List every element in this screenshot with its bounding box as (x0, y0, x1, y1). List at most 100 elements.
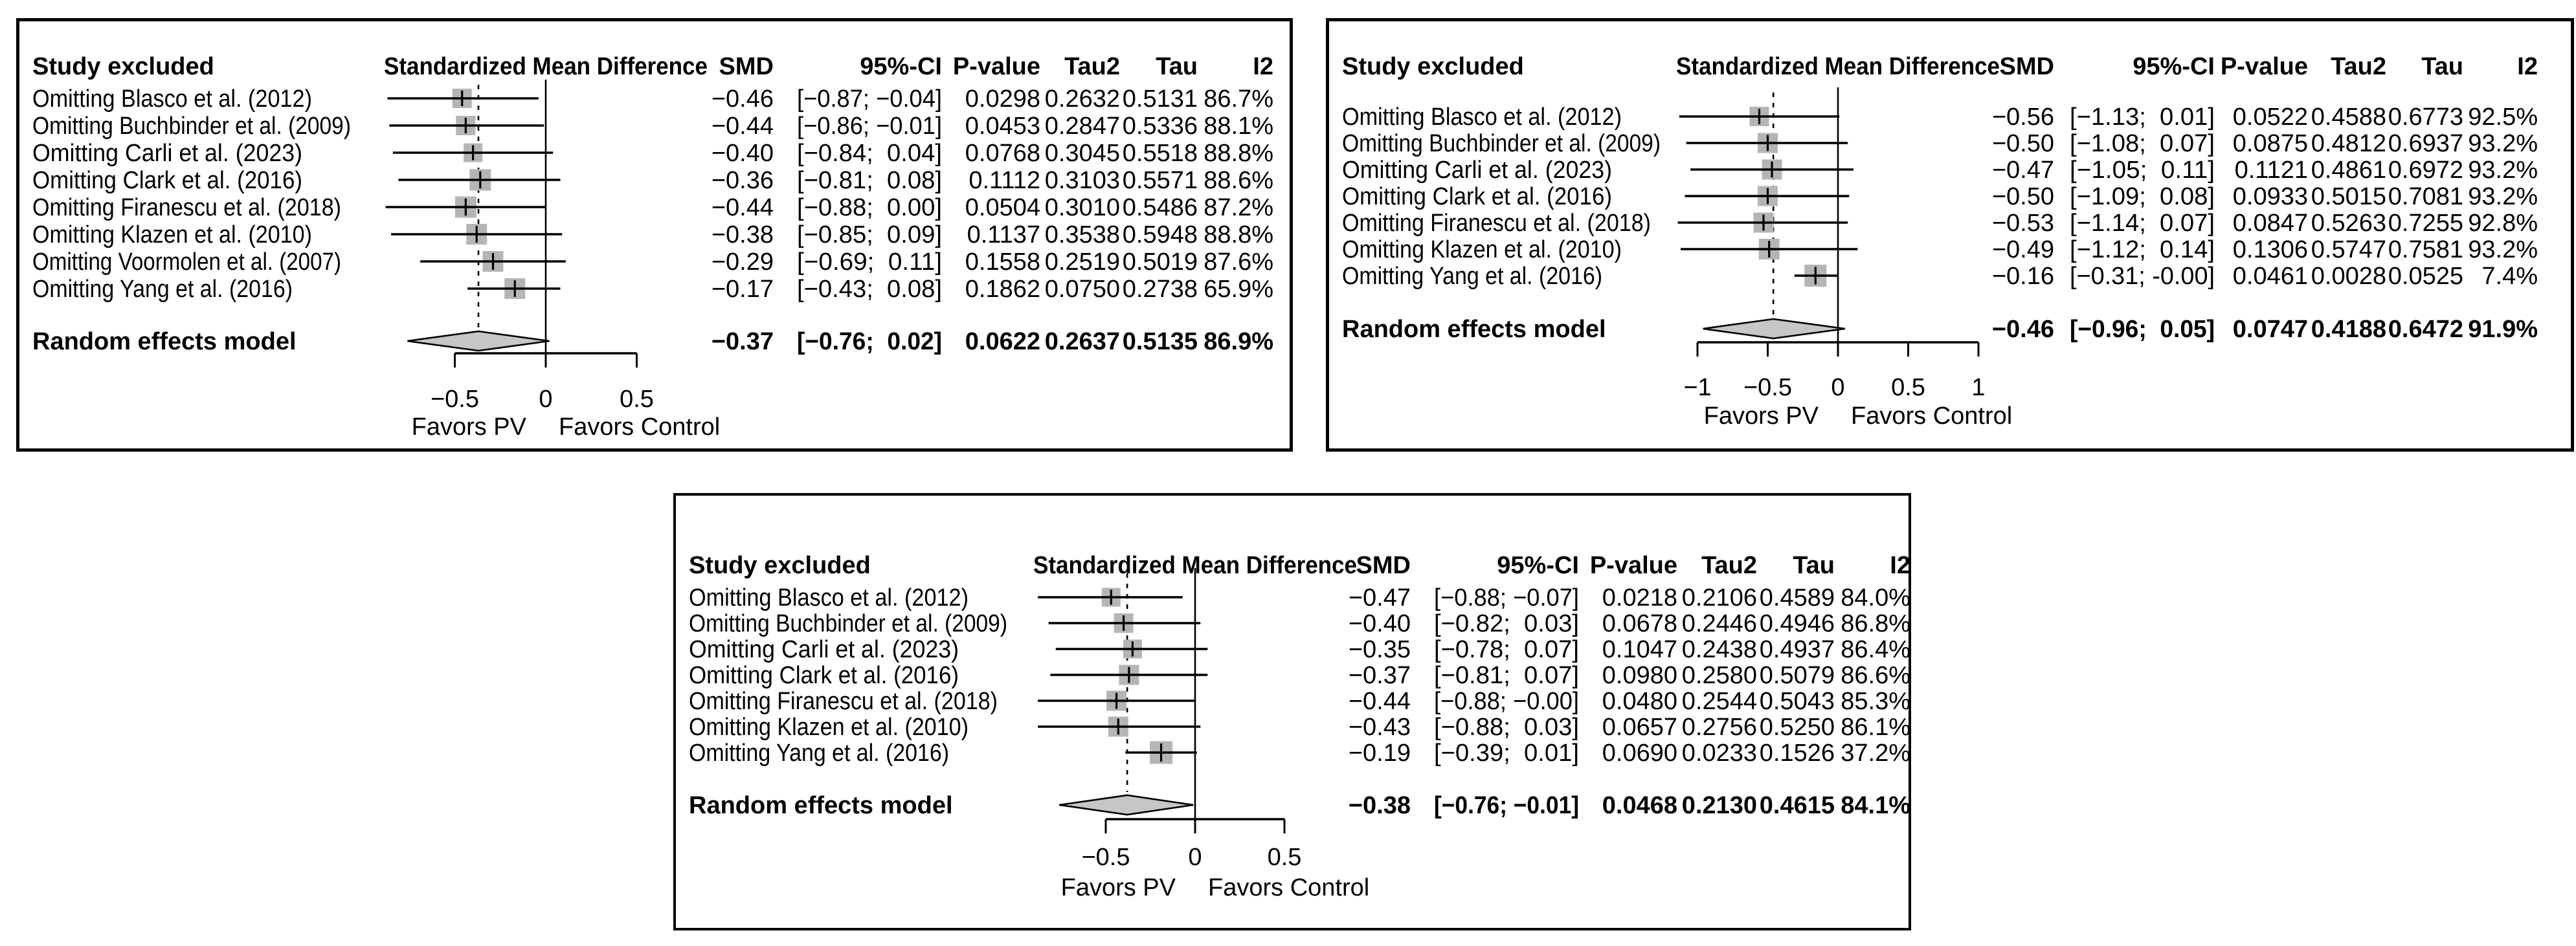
ci-value: [−0.81; 0.07] (1434, 662, 1579, 689)
summary-diamond (407, 330, 550, 352)
summary-ci-value: [−0.96; 0.05] (2070, 316, 2215, 343)
i2-value: 93.2% (2468, 183, 2538, 210)
pvalue-value: 0.0678 (1602, 610, 1677, 637)
summary-smd-value: −0.38 (1349, 792, 1411, 819)
ci-value: [−1.08; 0.07] (2070, 130, 2215, 157)
tau-value: 0.5131 (1123, 85, 1198, 113)
tau-value: 0.5336 (1123, 113, 1198, 140)
forest-plot-svg: Study excluded Standardized Mean Differen… (1342, 53, 2538, 430)
forest-plot-svg: Study excluded Standardized Mean Differen… (32, 53, 1273, 441)
summary-ci-value: [−0.76; 0.02] (797, 328, 942, 355)
tau2-value: 0.4588 (2311, 104, 2386, 131)
i2-value: 84.0% (1841, 584, 1909, 611)
tau-value: 0.7081 (2388, 183, 2463, 210)
pvalue-value: 0.0504 (965, 194, 1040, 221)
i2-value: 92.5% (2468, 104, 2538, 131)
summary-smd-value: −0.37 (711, 328, 774, 355)
i2-value: 86.7% (1204, 85, 1273, 113)
summary-smd-value: −0.46 (1992, 316, 2054, 343)
ci-value: [−0.86; −0.01] (797, 113, 942, 140)
smd-value: −0.44 (1349, 688, 1411, 715)
tau-value: 0.5250 (1760, 714, 1835, 741)
smd-value: −0.46 (711, 85, 774, 113)
pvalue-value: 0.1558 (965, 248, 1040, 276)
ci-value: [−1.09; 0.08] (2070, 183, 2215, 210)
tau-value: 0.6937 (2388, 130, 2463, 157)
axis-tick-label: −0.5 (1743, 374, 1792, 401)
ci-value: [−0.31; -0.00] (2070, 263, 2215, 290)
study-label: Omitting Klazen et al. (2010) (1342, 236, 1622, 263)
favors-right-label: Favors Control (559, 413, 720, 441)
axis-tick-label: 0 (1188, 844, 1202, 871)
i2-value: 88.8% (1204, 140, 1273, 167)
tau2-value: 0.0750 (1045, 276, 1120, 303)
axis-tick-label: −0.5 (1081, 844, 1130, 871)
tau-value: 0.5043 (1760, 688, 1835, 715)
pvalue-value: 0.1862 (965, 276, 1040, 303)
tau-value: 0.5019 (1123, 248, 1198, 276)
axis-tick-label: 0.5 (1268, 844, 1302, 871)
pvalue-value: 0.1121 (2235, 157, 2308, 184)
i2-value: 88.6% (1204, 167, 1273, 194)
tau2-value: 0.0028 (2311, 263, 2386, 290)
ci-value: [−0.85; 0.09] (797, 221, 942, 248)
ci-value: [−0.88; 0.00] (797, 194, 942, 221)
pvalue-value: 0.1137 (967, 221, 1040, 248)
column-header-plot: Standardized Mean Difference (384, 53, 708, 80)
tau2-value: 0.2847 (1045, 113, 1120, 140)
study-label: Omitting Yang et al. (2016) (1342, 263, 1602, 290)
column-header-plot: Standardized Mean Difference (1676, 53, 2000, 80)
study-label: Omitting Voormolen et al. (2007) (32, 248, 341, 276)
smd-value: −0.49 (1992, 236, 2054, 263)
favors-left-label: Favors PV (1704, 402, 1819, 430)
smd-value: −0.47 (1349, 584, 1411, 611)
tau2-value: 0.2106 (1682, 584, 1757, 611)
smd-value: −0.40 (711, 140, 774, 167)
tau2-value: 0.2544 (1682, 688, 1757, 715)
i2-value: 65.9% (1204, 276, 1273, 303)
column-header-tau2: Tau2 (2331, 53, 2386, 80)
i2-value: 88.1% (1204, 113, 1273, 140)
summary-tau2-value: 0.4188 (2311, 316, 2386, 343)
ci-value: [−1.12; 0.14] (2070, 236, 2215, 263)
summary-label: Random effects model (32, 328, 297, 355)
axis-tick-label: 0.5 (1891, 374, 1925, 401)
axis-tick-label: 0 (1831, 374, 1844, 401)
tau2-value: 0.4812 (2311, 130, 2386, 157)
axis-tick-label: 0 (539, 386, 552, 413)
ci-value: [−0.69; 0.11] (797, 248, 942, 276)
tau2-value: 0.2756 (1682, 714, 1757, 741)
summary-tau-value: 0.5135 (1123, 328, 1198, 355)
study-label: Omitting Blasco et al. (2012) (689, 584, 969, 611)
pvalue-value: 0.0690 (1602, 740, 1677, 767)
forest-panel-top-left: Study excluded Standardized Mean Differen… (16, 18, 1293, 452)
tau2-value: 0.5015 (2311, 183, 2386, 210)
i2-value: 86.4% (1841, 636, 1909, 663)
summary-tau-value: 0.4615 (1760, 792, 1835, 819)
column-header-pvalue: P-value (2221, 53, 2308, 80)
pvalue-value: 0.0298 (965, 85, 1040, 113)
summary-i2-value: 86.9% (1204, 328, 1273, 355)
tau2-value: 0.3010 (1045, 194, 1120, 221)
ci-value: [−0.84; 0.04] (797, 140, 942, 167)
column-header-tau: Tau (1793, 552, 1835, 579)
tau-value: 0.1526 (1760, 740, 1835, 767)
study-label: Omitting Clark et al. (2016) (1342, 183, 1612, 210)
axis-tick-label: −0.5 (431, 386, 479, 413)
column-header-tau: Tau (2421, 53, 2463, 80)
smd-value: −0.16 (1992, 263, 2054, 290)
smd-value: −0.29 (711, 248, 774, 276)
tau-value: 0.4946 (1760, 610, 1835, 637)
study-label: Omitting Yang et al. (2016) (32, 276, 293, 303)
column-header-ci: 95%-CI (1497, 552, 1579, 579)
summary-i2-value: 84.1% (1841, 792, 1909, 819)
summary-label: Random effects model (689, 792, 953, 819)
study-label: Omitting Firanescu et al. (2018) (1342, 210, 1651, 237)
column-header-i2: I2 (2517, 53, 2538, 80)
summary-tau-value: 0.6472 (2388, 316, 2463, 343)
i2-value: 93.2% (2468, 130, 2538, 157)
tau-value: 0.5948 (1123, 221, 1198, 248)
summary-i2-value: 91.9% (2468, 316, 2538, 343)
summary-tau2-value: 0.2130 (1682, 792, 1757, 819)
ci-value: [−1.14; 0.07] (2070, 210, 2215, 237)
